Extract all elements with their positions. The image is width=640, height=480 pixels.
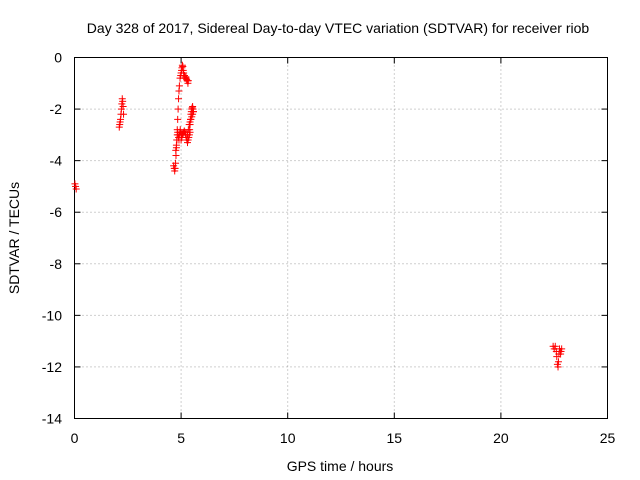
data-point — [184, 77, 192, 85]
data-point — [174, 115, 182, 123]
data-point — [72, 185, 80, 193]
data-point — [120, 110, 128, 118]
x-tick-label: 20 — [493, 430, 509, 446]
x-axis-label: GPS time / hours — [287, 458, 394, 474]
y-tick-label: -14 — [42, 411, 62, 427]
x-tick-label: 0 — [71, 430, 79, 446]
y-tick-label: 0 — [54, 50, 62, 66]
data-point — [551, 342, 559, 350]
data-point — [172, 146, 180, 154]
y-tick-label: -8 — [50, 256, 63, 272]
data-point — [558, 345, 566, 353]
y-tick-label: -12 — [42, 359, 62, 375]
x-tick-label: 15 — [387, 430, 403, 446]
data-points — [71, 61, 566, 371]
x-tick-label: 5 — [177, 430, 185, 446]
data-point — [175, 95, 183, 103]
y-axis-label: SDTVAR / TECUs — [6, 182, 22, 294]
x-tick-labels: 0 5 10 15 20 25 — [71, 430, 616, 446]
x-tick-label: 25 — [600, 430, 616, 446]
data-point — [175, 82, 183, 90]
data-point — [180, 127, 188, 135]
data-point — [119, 102, 127, 110]
axis-ticks — [74, 57, 608, 419]
chart-title: Day 328 of 2017, Sidereal Day-to-day VTE… — [87, 20, 590, 36]
y-tick-label: -2 — [50, 101, 63, 117]
data-point — [184, 126, 192, 134]
data-point — [174, 105, 182, 113]
y-tick-label: -10 — [42, 307, 62, 323]
plot-frame — [74, 57, 608, 419]
grid — [74, 57, 608, 419]
y-tick-labels: 0 -2 -4 -6 -8 -10 -12 -14 — [42, 50, 62, 427]
data-point — [183, 131, 191, 139]
y-tick-label: -4 — [50, 153, 63, 169]
data-point — [554, 358, 562, 366]
y-tick-label: -6 — [50, 204, 63, 220]
x-tick-label: 10 — [280, 430, 296, 446]
data-point — [189, 108, 197, 116]
data-point — [172, 159, 180, 167]
